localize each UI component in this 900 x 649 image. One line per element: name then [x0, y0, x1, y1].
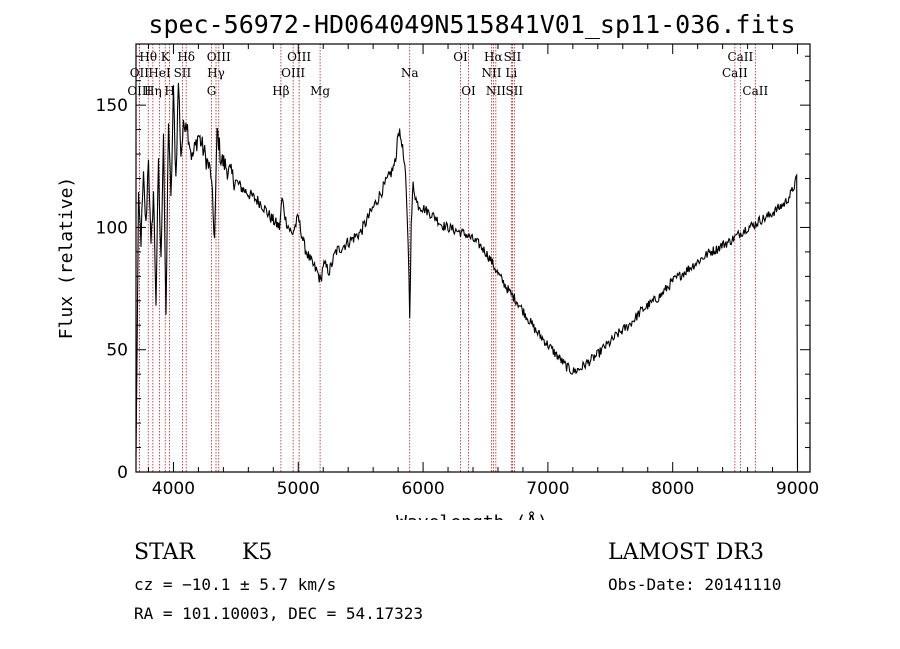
spectral-line-label: K	[161, 50, 171, 64]
spectral-line-label: OI	[453, 50, 468, 64]
spectral-line-label: NII	[481, 66, 501, 80]
spectral-line-label: Hη	[144, 84, 162, 98]
spectral-line-label: SII	[505, 84, 523, 98]
spectral-line-label: CaII	[722, 66, 748, 80]
coordinates: RA = 101.10003, DEC = 54.17323	[134, 604, 423, 623]
x-axis-label: Wavelength (Å)	[396, 511, 548, 520]
spectral-line-label: CaII	[727, 50, 753, 64]
y-tick-label: 150	[96, 96, 128, 116]
spectral-line-label: Hα	[484, 50, 503, 64]
spectral-line-label: H	[164, 84, 174, 98]
spectral-line-label: Hγ	[207, 66, 225, 80]
x-tick-label: 6000	[401, 479, 444, 499]
spectral-line-label: G	[207, 84, 217, 98]
spectral-subclass: K5	[242, 540, 273, 565]
spectral-line-label: OIII	[287, 50, 311, 64]
spectral-line-label: OIII	[127, 84, 151, 98]
spectral-line-label: Hδ	[177, 50, 195, 64]
radial-velocity: cz = −10.1 ± 5.7 km/s	[134, 575, 337, 594]
spectral-line-label: OIII	[207, 50, 231, 64]
spectrum-line	[135, 82, 799, 473]
y-tick-label: 50	[106, 341, 128, 361]
spectral-line-label: SII	[504, 50, 522, 64]
observation-date: Obs-Date: 20141110	[608, 575, 782, 594]
spectral-line-label: Mg	[310, 84, 330, 98]
x-tick-label: 4000	[152, 479, 195, 499]
spectral-line-label: SII	[174, 66, 192, 80]
y-tick-label: 100	[96, 218, 128, 238]
spectrum-chart: spec-56972-HD064049N515841V01_sp11-036.f…	[56, 10, 819, 520]
chart-title: spec-56972-HD064049N515841V01_sp11-036.f…	[148, 10, 795, 39]
spectral-line-markers	[138, 44, 756, 472]
y-axis-ticks: 0 50 100 150	[96, 55, 810, 483]
x-axis-ticks: 4000 5000 6000 7000 8000 9000	[147, 44, 819, 499]
plot-frame	[135, 43, 811, 473]
spectral-line-label: CaII	[742, 84, 768, 98]
spectral-line-label: HeI	[148, 66, 171, 80]
spectral-line-label: NII	[486, 84, 506, 98]
y-tick-label: 0	[117, 463, 128, 483]
x-tick-label: 7000	[526, 479, 569, 499]
spectral-line-label: Na	[401, 66, 419, 80]
y-axis-label: Flux (relative)	[56, 177, 77, 340]
object-type: STAR	[134, 540, 195, 565]
spectral-line-label: OII	[130, 66, 150, 80]
x-tick-label: 5000	[277, 479, 320, 499]
survey-name: LAMOST DR3	[608, 540, 764, 565]
spectral-line-label: OIII	[281, 66, 305, 80]
spectral-line-label: Hβ	[272, 84, 289, 98]
spectral-line-labels: Hθ OII OIII K HeI Hη H Hδ SII OIII Hγ G Hβ OIII OIII Mg…	[127, 50, 768, 98]
spectral-line-label: OI	[461, 84, 476, 98]
x-tick-label: 9000	[776, 479, 819, 499]
spectral-line-label: Li	[505, 66, 517, 80]
x-tick-label: 8000	[651, 479, 694, 499]
spectral-line-label: Hθ	[139, 50, 157, 64]
